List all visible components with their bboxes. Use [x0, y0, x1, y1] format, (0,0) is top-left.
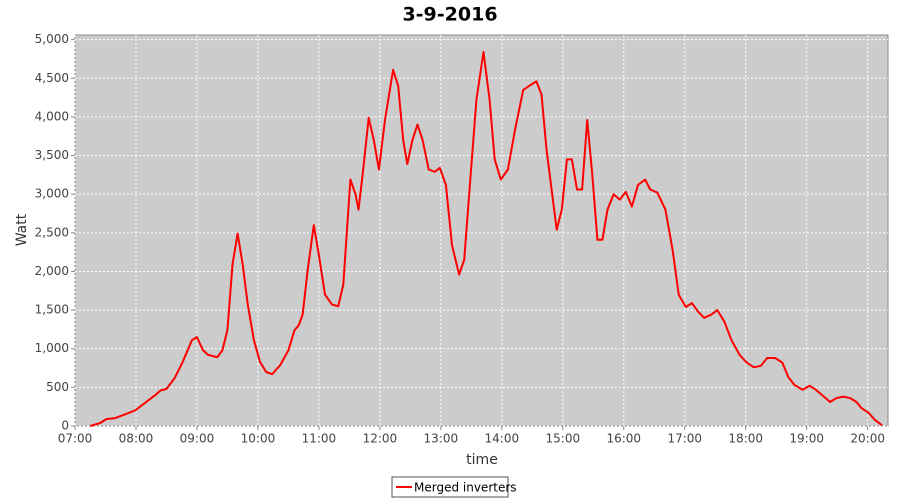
y-tick-label: 1,500	[35, 303, 69, 317]
y-tick-label: 2,500	[35, 225, 69, 239]
grid	[74, 35, 888, 427]
x-tick-label: 08:00	[119, 432, 154, 446]
x-tick-label: 15:00	[546, 432, 581, 446]
x-tick-label: 09:00	[180, 432, 215, 446]
x-tick-label: 12:00	[363, 432, 398, 446]
legend	[391, 476, 509, 498]
y-tick-label: 4,000	[35, 109, 69, 123]
y-tick-label: 3,500	[35, 148, 69, 162]
x-tick-label: 10:00	[241, 432, 276, 446]
x-tick-label: 11:00	[302, 432, 337, 446]
y-tick-label: 4,500	[35, 71, 69, 85]
x-axis-label: time	[466, 452, 498, 468]
x-tick-label: 19:00	[789, 432, 824, 446]
x-tick-label: 14:00	[485, 432, 520, 446]
y-tick-label: 1,000	[35, 341, 69, 355]
x-tick-label: 20:00	[850, 432, 885, 446]
y-tick-label: 500	[46, 380, 69, 394]
x-tick-label: 13:00	[424, 432, 459, 446]
y-tick-label: 3,000	[35, 187, 69, 201]
plot-area	[74, 34, 889, 427]
legend-label: Merged inverters	[414, 481, 517, 495]
x-tick-label: 17:00	[667, 432, 702, 446]
x-tick-label: 18:00	[728, 432, 763, 446]
y-tick-label: 2,000	[35, 264, 69, 278]
series-line	[89, 51, 883, 427]
x-tick-label: 07:00	[58, 432, 93, 446]
y-axis-label: Watt	[14, 213, 30, 246]
x-tick-label: 16:00	[606, 432, 641, 446]
y-tick-label: 0	[61, 419, 69, 433]
chart-title: 3-9-2016	[402, 4, 497, 26]
y-tick-label: 5,000	[35, 32, 69, 46]
